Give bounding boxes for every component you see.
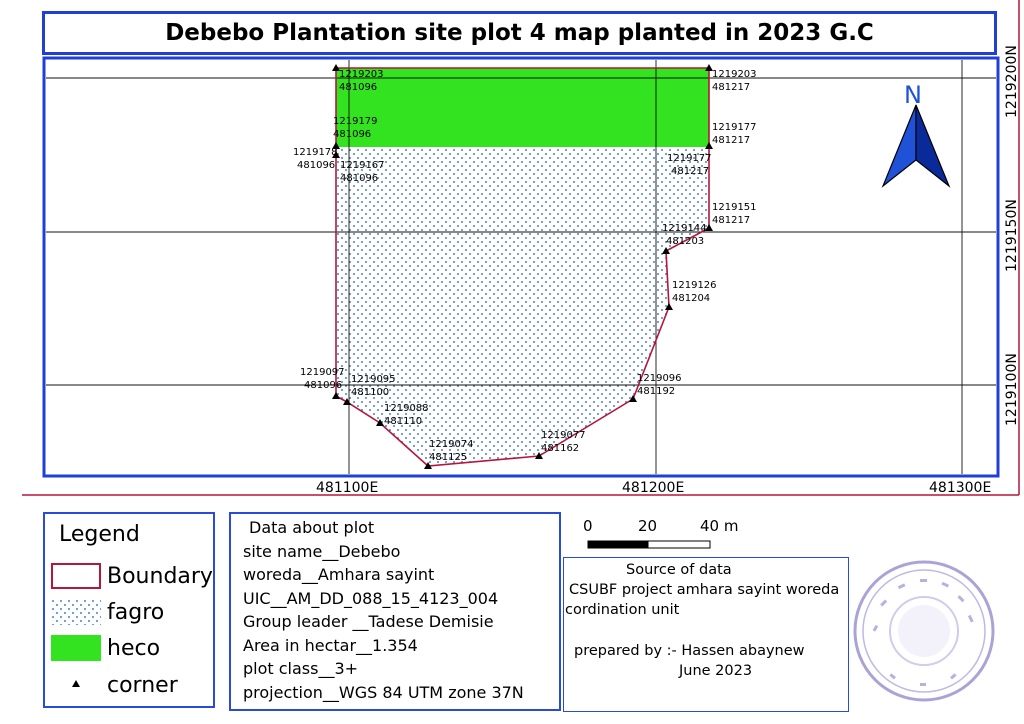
plot-info-line: plot class__3+	[243, 659, 359, 678]
corner-label-e: 481096	[339, 82, 377, 93]
legend-item-boundary: Boundary	[51, 562, 213, 590]
corner-label-e: 481096	[340, 173, 378, 184]
official-stamp	[853, 560, 995, 702]
corner-label-n: 1219203	[712, 69, 757, 80]
corner-marker	[629, 395, 637, 402]
corner-marker	[343, 398, 351, 405]
corner-label-n: 1219177	[667, 153, 712, 164]
legend-label: heco	[107, 635, 161, 661]
corner-marker	[332, 392, 340, 399]
plot-info-line: woreda__Amhara sayint	[243, 565, 435, 584]
corner-marker	[665, 303, 673, 310]
corner-markers	[332, 64, 713, 469]
corner-label-e: 481217	[712, 82, 750, 93]
source-line: CSUBF project amhara sayint woreda	[569, 582, 840, 598]
corner-triangle-icon	[72, 680, 80, 687]
corner-label-n: 1219167	[340, 160, 385, 171]
plot-info-line: UIC__AM_DD_088_15_4123_004	[243, 588, 499, 608]
corner-label-n: 1219097	[300, 367, 345, 378]
corner-label-n: 1219179	[333, 116, 378, 127]
corner-marker	[662, 247, 670, 254]
fagro-swatch	[51, 599, 101, 625]
corner-label-n: 1219151	[712, 202, 757, 213]
north-label: N	[904, 81, 922, 109]
corner-label-n: 1219077	[541, 430, 586, 441]
north-arrow-icon: N	[881, 81, 951, 188]
corner-marker	[705, 224, 713, 231]
grid-label-x: 481100E	[316, 480, 378, 496]
corner-label-e: 481217	[712, 215, 750, 226]
corner-label-e: 481096	[297, 160, 335, 171]
corner-label-e: 481110	[384, 416, 422, 427]
legend-title: Legend	[59, 522, 140, 547]
corner-label-n: 1219177	[712, 122, 757, 133]
fagro-area	[336, 145, 709, 466]
plot-info-line: site name__Debebo	[243, 541, 401, 561]
plot-info-line: Group leader __Tadese Demisie	[243, 612, 494, 631]
corner-label-e: 481096	[304, 380, 342, 391]
scale-label: 0	[583, 517, 593, 535]
corner-label-e: 481162	[541, 443, 579, 454]
legend-label: corner	[107, 672, 178, 698]
plot-info-line: projection__WGS 84 UTM zone 37N	[243, 682, 524, 702]
grid-label-x: 481200E	[622, 480, 684, 496]
corner-label-n: 1219144	[662, 223, 707, 234]
corner-marker	[424, 462, 432, 469]
corner-label-n: 1219095	[351, 374, 396, 385]
plot-map: 1219203 481096 1219203 481217 1219179 48…	[22, 0, 1020, 496]
source-panel: Source of data CSUBF project amhara sayi…	[563, 557, 849, 712]
corner-label-e: 481125	[429, 452, 467, 463]
grid-label-x: 481300E	[929, 480, 991, 496]
scale-label: 20	[638, 517, 657, 535]
corner-label-n: 1219203	[339, 69, 384, 80]
grid-label-y: 1219150N	[1004, 199, 1020, 272]
corner-label-n: 1219096	[637, 373, 682, 384]
legend-label: fagro	[107, 599, 165, 625]
legend-panel: Legend Boundary fagro heco corner	[43, 512, 215, 708]
legend-item-heco: heco	[51, 634, 160, 662]
corner-label-e: 481192	[637, 386, 675, 397]
map-title-box: Debebo Plantation site plot 4 map plante…	[42, 11, 997, 55]
corner-marker	[535, 452, 543, 459]
source-line: cordination unit	[565, 602, 680, 618]
corner-label-e: 481203	[666, 236, 704, 247]
legend-item-corner: corner	[51, 671, 178, 699]
plot-info-heading: Data about plot	[249, 518, 375, 537]
corner-label-n: 1219126	[672, 280, 717, 291]
source-heading: Source of data	[626, 562, 732, 578]
legend-item-fagro: fagro	[51, 598, 164, 626]
prepared-by: prepared by :- Hassen abaynew	[574, 643, 805, 659]
corner-marker	[332, 151, 340, 158]
grid-label-y: 1219100N	[1004, 353, 1020, 426]
corner-marker	[705, 142, 713, 149]
scale-bar: 0 20 40 m	[583, 517, 738, 549]
legend-label: Boundary	[107, 563, 213, 589]
corner-label-n: 1219074	[429, 439, 474, 450]
corner-label-n: 1219178	[293, 147, 338, 158]
corner-label-e: 481096	[333, 129, 371, 140]
corner-label-e: 481217	[671, 166, 709, 177]
corner-marker	[705, 64, 713, 71]
corner-label-e: 481100	[351, 387, 389, 398]
corner-label-e: 481204	[672, 293, 710, 304]
corner-label-n: 1219088	[384, 403, 429, 414]
heco-swatch	[51, 635, 101, 661]
plot-info-panel: Data about plot site name__Debebo woreda…	[229, 512, 561, 711]
corner-marker	[332, 64, 340, 71]
plot-boundary	[335, 67, 710, 467]
grid-label-y: 1219200N	[1004, 45, 1020, 118]
corner-marker	[376, 419, 384, 426]
scale-label: 40 m	[700, 517, 738, 535]
map-title: Debebo Plantation site plot 4 map plante…	[165, 20, 874, 46]
boundary-swatch	[51, 563, 101, 589]
plot-info-line: Area in hectar__1.354	[243, 635, 418, 655]
prepared-date: June 2023	[679, 663, 753, 679]
corner-label-e: 481217	[712, 135, 750, 146]
heco-area	[336, 68, 709, 147]
corner-marker	[332, 142, 340, 149]
map-grid	[46, 60, 996, 474]
